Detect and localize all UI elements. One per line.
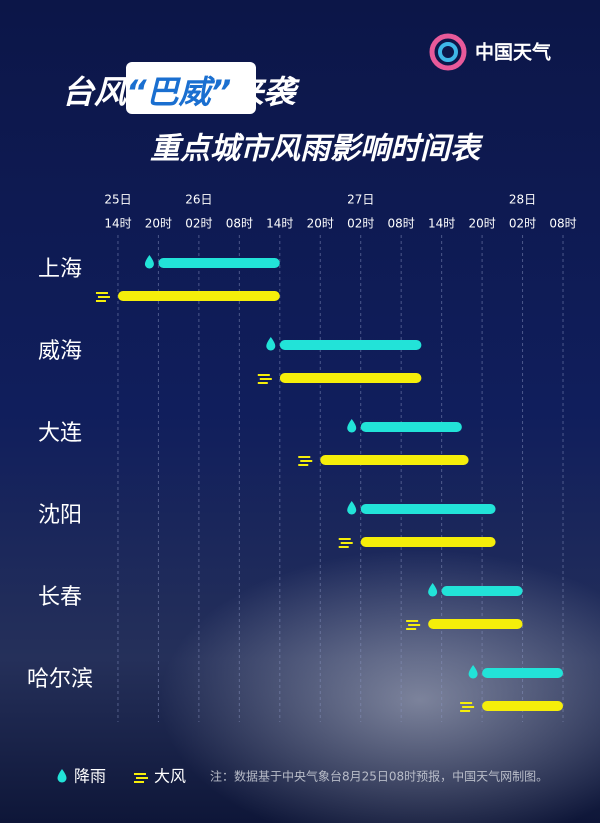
legend-label: 大风 (154, 767, 186, 786)
category-label: 长春 (38, 585, 82, 610)
x-tick-label: 20时 (307, 217, 334, 231)
date-label: 28日 (509, 193, 536, 207)
rain-icon (144, 255, 154, 269)
x-tick-label: 14时 (104, 217, 131, 231)
rain-icon (266, 337, 276, 351)
x-tick-label: 02时 (347, 217, 374, 231)
category-label: 哈尔滨 (27, 667, 93, 692)
wind-stroke (298, 456, 313, 466)
bar (279, 340, 422, 350)
bar (279, 373, 422, 383)
category-label: 沈阳 (38, 503, 82, 528)
rain-icon (57, 769, 67, 783)
category-label: 大连 (38, 421, 82, 446)
rain-icon (428, 583, 438, 597)
rain-icon (468, 665, 478, 679)
wind-stroke (406, 620, 421, 630)
x-tick-label: 14时 (266, 217, 293, 231)
legend: 降雨 大风 (57, 767, 186, 786)
logo-icon (429, 33, 467, 71)
x-tick-label: 08时 (388, 217, 415, 231)
bar (117, 291, 280, 301)
wind-icon (134, 773, 148, 783)
category-label: 上海 (38, 257, 82, 282)
wind-icon (460, 702, 475, 712)
bar (360, 504, 496, 514)
date-label: 26日 (185, 193, 212, 207)
bar (441, 586, 523, 596)
wind-stroke (134, 773, 148, 783)
title-part: “巴威” (126, 73, 231, 111)
note: 注：数据基于中央气象台8月25日08时预报，中国天气网制图。 (210, 769, 548, 784)
bar (360, 537, 496, 547)
x-tick-label: 02时 (509, 217, 536, 231)
date-label: 27日 (347, 193, 374, 207)
bar (482, 701, 564, 711)
x-tick-label: 20时 (145, 217, 172, 231)
title-box (126, 62, 256, 114)
wind-stroke (257, 374, 272, 384)
rain-icon (347, 501, 357, 515)
cloud (160, 550, 600, 823)
logo-text: 中国天气 (475, 41, 551, 64)
title-part: 来袭 (231, 73, 300, 111)
wind-icon (406, 620, 421, 630)
wind-stroke (95, 292, 110, 302)
wind-icon (298, 456, 313, 466)
x-tick-label: 08时 (549, 217, 576, 231)
subtitle: 重点城市风雨影响时间表 (150, 132, 484, 167)
logo-icon (438, 42, 458, 62)
title: 台风“巴威”来袭 (62, 73, 300, 111)
wind-stroke (460, 702, 475, 712)
x-tick-label: 14时 (428, 217, 455, 231)
wind-stroke (338, 538, 353, 548)
wind-icon (257, 374, 272, 384)
rain-icon (347, 419, 357, 433)
bar (482, 668, 564, 678)
category-label: 威海 (38, 339, 82, 364)
bar (360, 422, 462, 432)
wind-icon (95, 292, 110, 302)
x-tick-label: 02时 (185, 217, 212, 231)
bar (320, 455, 469, 465)
title-part: 台风 (62, 73, 128, 111)
wind-icon (338, 538, 353, 548)
bar (158, 258, 280, 268)
legend-label: 降雨 (74, 767, 106, 786)
date-label: 25日 (104, 193, 131, 207)
x-tick-label: 08时 (226, 217, 253, 231)
x-tick-label: 20时 (468, 217, 495, 231)
bar (428, 619, 523, 629)
